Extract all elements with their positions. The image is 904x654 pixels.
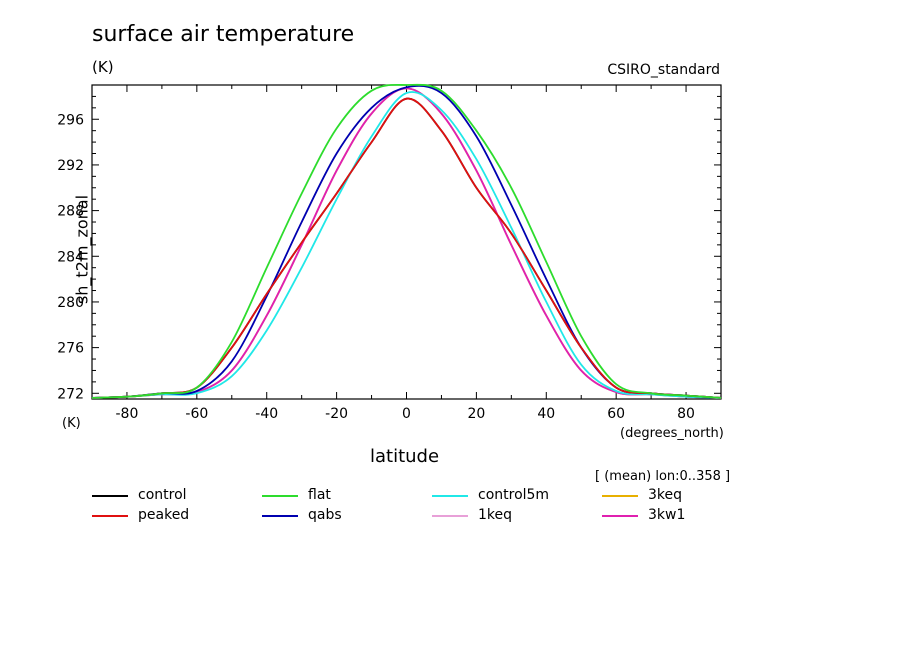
mean-note: [ (mean) lon:0..358 ] xyxy=(595,469,731,484)
x-axis-label: latitude xyxy=(370,446,440,467)
legend-label: flat xyxy=(308,487,331,503)
legend-label: 3keq xyxy=(648,487,683,503)
y-tick-label: 284 xyxy=(57,249,84,265)
model-name: CSIRO_standard xyxy=(607,62,720,78)
legend-swatch xyxy=(602,515,638,517)
legend-swatch xyxy=(432,515,468,517)
series-line-peaked xyxy=(91,97,722,399)
y-tick-label: 276 xyxy=(57,341,84,357)
x-tick-label: -60 xyxy=(185,406,208,422)
y-tick-label: 272 xyxy=(57,386,84,402)
series-line-control xyxy=(91,97,722,399)
y-tick-label: 292 xyxy=(57,158,84,174)
y-tick-label: 288 xyxy=(57,204,84,220)
legend-swatch xyxy=(602,495,638,497)
x-tick-label: -20 xyxy=(325,406,348,422)
series-line-control5m xyxy=(91,91,722,399)
y-tick-label: 280 xyxy=(57,295,84,311)
x-tick-label: 60 xyxy=(607,406,625,422)
x-tick-label: 0 xyxy=(402,406,411,422)
legend-label: control xyxy=(138,487,187,503)
legend-label: 3kw1 xyxy=(648,507,686,523)
series-line-qabs xyxy=(91,84,722,399)
x-tick-label: -40 xyxy=(255,406,278,422)
legend-swatch xyxy=(92,515,128,517)
x-tick-label: -80 xyxy=(116,406,139,422)
x-tick-label: 80 xyxy=(677,406,695,422)
y-axis-unit: (K) xyxy=(62,416,81,431)
legend-swatch xyxy=(262,515,298,517)
legend-swatch xyxy=(92,495,128,497)
series-line-1keq xyxy=(91,87,722,399)
legend-swatch xyxy=(262,495,298,497)
legend-label: 1keq xyxy=(478,507,513,523)
legend-label: qabs xyxy=(308,507,342,523)
chart-title: surface air temperature xyxy=(92,22,355,47)
x-axis-unit: (degrees_north) xyxy=(620,426,724,441)
plot-frame xyxy=(91,84,722,400)
series-line-3keq xyxy=(91,87,722,399)
legend-swatch xyxy=(432,495,468,497)
y-tick-label: 296 xyxy=(57,112,84,128)
series-line-flat xyxy=(91,83,722,399)
series-line-3kw1 xyxy=(91,87,722,399)
x-tick-label: 20 xyxy=(467,406,485,422)
chart-units: (K) xyxy=(92,58,114,76)
legend-label: control5m xyxy=(478,487,550,503)
legend-label: peaked xyxy=(138,507,190,523)
x-tick-label: 40 xyxy=(537,406,555,422)
